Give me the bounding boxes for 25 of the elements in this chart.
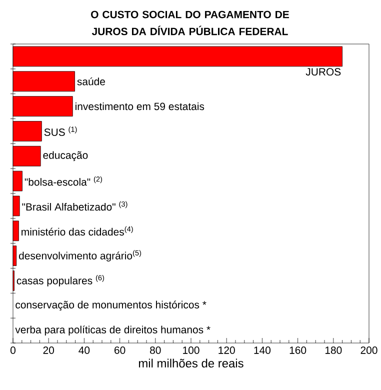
x-tick-label: 80: [150, 346, 161, 354]
x-axis-title: mil milhões de reais: [138, 358, 244, 368]
x-tick-label: 120: [218, 346, 235, 354]
y-tick-label: saúde: [77, 77, 105, 86]
x-tick-label: 60: [114, 346, 126, 354]
y-tick-label: educação: [43, 151, 88, 162]
x-tick-label: 0: [10, 346, 16, 354]
x-tick-label: 40: [78, 346, 90, 354]
x-tick-label: 20: [43, 346, 54, 354]
y-tick-label: JUROS: [306, 68, 341, 76]
y-tick-label: "Brasil Alfabetizado" $^{(3)}$: [22, 201, 128, 211]
y-tick-label: investimento em 59 estatais: [76, 102, 204, 110]
y-tick-label: casas populares $^{(6)}$: [16, 274, 104, 286]
x-tick-label: 140: [254, 346, 271, 354]
y-tick-label: "bolsa-escola" $^{(2)}$: [24, 176, 102, 186]
chart-title: O CUSTO SOCIAL DO PAGAMENTO DE JUROS DA DÍVIDA PÚBLICA FEDERAL: [91, 10, 289, 36]
x-tick-label: 200: [360, 346, 378, 354]
x-tick-label: 100: [183, 346, 200, 354]
y-tick-label: conservação de monumentos históricos *: [16, 300, 206, 311]
y-tick-label: SUS $^{(1)}$: [44, 126, 77, 136]
y-tick-label: ministério das cidades$^{(4)}$: [22, 226, 133, 236]
x-tick-label: 180: [325, 346, 342, 354]
y-tick-label: verba para políticas de direitos humanos *: [15, 326, 210, 336]
x-tick-label: 160: [290, 346, 306, 354]
y-tick-label: desenvolvimento agrário$^{(5)}$: [19, 250, 142, 262]
